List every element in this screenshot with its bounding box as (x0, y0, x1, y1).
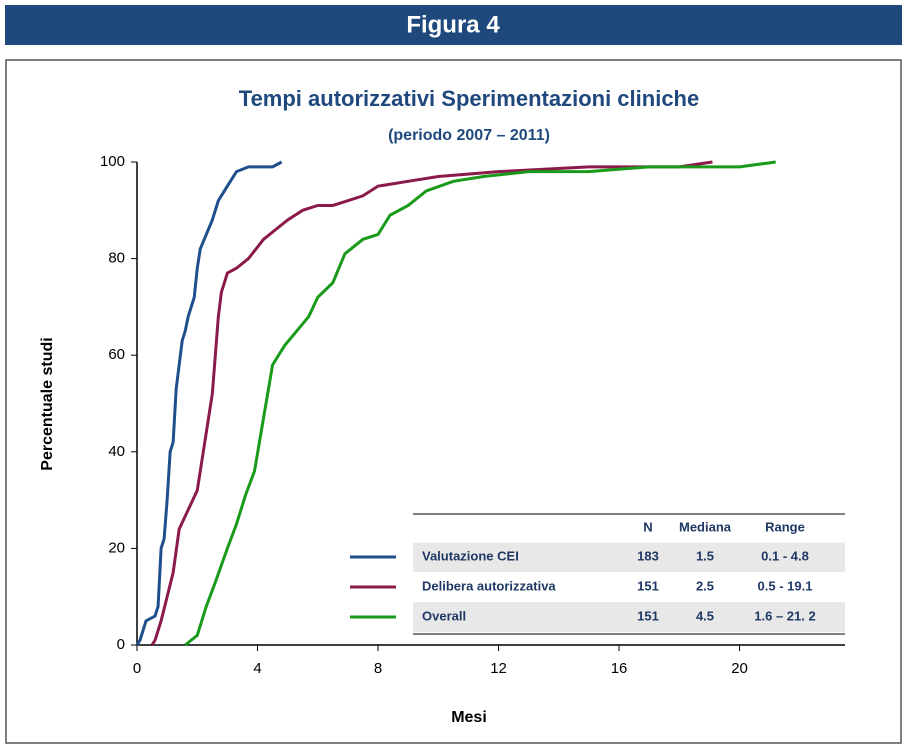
table-header: N (643, 519, 652, 534)
chart-subtitle: (periodo 2007 – 2011) (388, 127, 550, 144)
legend-label: Delibera autorizzativa (422, 578, 556, 593)
legend-label: Overall (422, 608, 466, 623)
header-bar (5, 5, 902, 45)
y-tick-label: 20 (108, 539, 125, 556)
table-cell: 2.5 (696, 578, 714, 593)
x-tick-label: 8 (374, 660, 382, 677)
x-tick-label: 16 (611, 660, 628, 677)
x-axis-title: Mesi (451, 709, 487, 726)
table-cell: 151 (637, 608, 659, 623)
y-tick-label: 100 (100, 153, 125, 170)
table-cell: 4.5 (696, 608, 714, 623)
header-title: Figura 4 (406, 11, 500, 38)
table-cell: 1.5 (696, 548, 714, 563)
x-tick-label: 20 (731, 660, 748, 677)
table-cell: 0.5 - 19.1 (758, 578, 813, 593)
y-tick-label: 60 (108, 346, 125, 363)
table-row-bg (413, 602, 845, 632)
y-axis-title: Percentuale studi (39, 337, 56, 470)
chart-title: Tempi autorizzativi Sperimentazioni clin… (239, 86, 699, 111)
series-line (150, 160, 713, 646)
chart-frame (5, 59, 902, 744)
y-tick-label: 0 (117, 636, 125, 653)
x-tick-label: 12 (490, 660, 507, 677)
y-tick-label: 80 (108, 250, 125, 267)
series-line (184, 160, 776, 647)
y-tick-label: 40 (108, 443, 125, 460)
legend-label: Valutazione CEI (422, 548, 519, 563)
table-cell: 151 (637, 578, 659, 593)
table-cell: 1.6 – 21. 2 (754, 608, 815, 623)
table-cell: 0.1 - 4.8 (761, 548, 809, 563)
table-header: Range (765, 519, 805, 534)
series-line (135, 160, 283, 646)
table-row-bg (413, 542, 845, 572)
table-cell: 183 (637, 548, 659, 563)
x-tick-label: 0 (133, 660, 141, 677)
table-header: Mediana (679, 519, 732, 534)
x-tick-label: 4 (253, 660, 261, 677)
